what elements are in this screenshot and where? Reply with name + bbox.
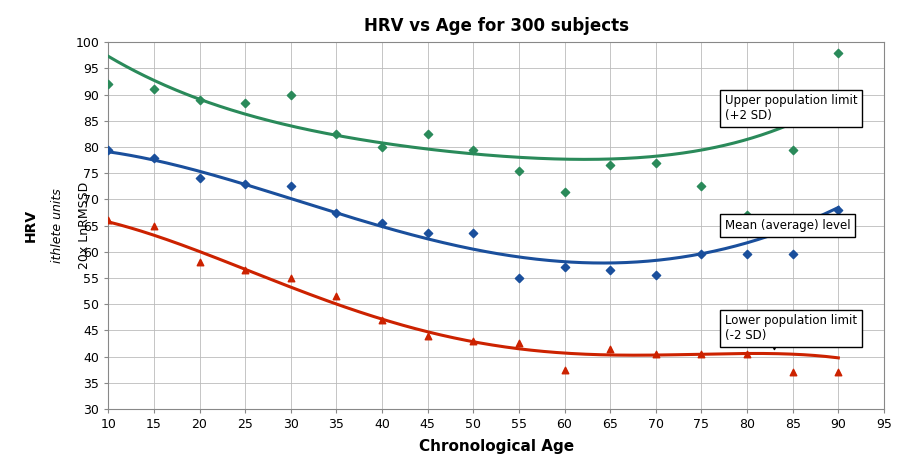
Point bbox=[238, 99, 253, 106]
Point bbox=[192, 175, 207, 182]
Point bbox=[329, 130, 344, 138]
Text: 20x LnRMSSD: 20x LnRMSSD bbox=[78, 182, 91, 269]
Point bbox=[466, 230, 481, 237]
Text: HRV: HRV bbox=[23, 209, 38, 242]
Point bbox=[649, 159, 663, 166]
Point bbox=[375, 316, 390, 324]
Point bbox=[466, 146, 481, 153]
Point bbox=[238, 180, 253, 188]
Point bbox=[147, 222, 161, 229]
Point bbox=[329, 209, 344, 216]
Point bbox=[831, 206, 845, 214]
Point bbox=[603, 345, 617, 352]
Point bbox=[603, 162, 617, 169]
Point bbox=[831, 368, 845, 376]
Point bbox=[420, 230, 435, 237]
Point bbox=[192, 258, 207, 266]
Point bbox=[101, 80, 115, 88]
Text: Lower population limit
(-2 SD): Lower population limit (-2 SD) bbox=[725, 314, 857, 350]
Point bbox=[786, 368, 800, 376]
Point bbox=[740, 350, 754, 358]
Point bbox=[283, 274, 298, 282]
Text: ithlete units: ithlete units bbox=[51, 188, 64, 263]
Point bbox=[695, 251, 709, 258]
Point bbox=[695, 350, 709, 358]
Point bbox=[649, 350, 663, 358]
Point bbox=[511, 274, 526, 282]
Text: Upper population limit
(+2 SD): Upper population limit (+2 SD) bbox=[725, 94, 858, 122]
Point bbox=[603, 266, 617, 274]
Point bbox=[238, 266, 253, 274]
Point bbox=[740, 251, 754, 258]
Point bbox=[511, 167, 526, 174]
Point bbox=[375, 219, 390, 227]
Point bbox=[283, 91, 298, 98]
Point bbox=[329, 292, 344, 300]
Point bbox=[283, 182, 298, 190]
Point bbox=[375, 143, 390, 151]
Point bbox=[101, 146, 115, 153]
Point bbox=[740, 212, 754, 219]
Point bbox=[420, 332, 435, 339]
Point bbox=[695, 182, 709, 190]
Point bbox=[420, 130, 435, 138]
Point bbox=[557, 264, 572, 271]
Point bbox=[101, 217, 115, 224]
Point bbox=[786, 146, 800, 153]
Point bbox=[511, 340, 526, 347]
Point bbox=[192, 96, 207, 104]
Point bbox=[786, 251, 800, 258]
Text: Mean (average) level: Mean (average) level bbox=[725, 219, 851, 232]
X-axis label: Chronological Age: Chronological Age bbox=[419, 439, 574, 454]
Point bbox=[557, 366, 572, 373]
Point bbox=[557, 188, 572, 196]
Point bbox=[649, 272, 663, 279]
Point bbox=[147, 154, 161, 161]
Title: HRV vs Age for 300 subjects: HRV vs Age for 300 subjects bbox=[364, 17, 629, 35]
Point bbox=[831, 49, 845, 56]
Point bbox=[466, 337, 481, 345]
Point bbox=[147, 86, 161, 93]
